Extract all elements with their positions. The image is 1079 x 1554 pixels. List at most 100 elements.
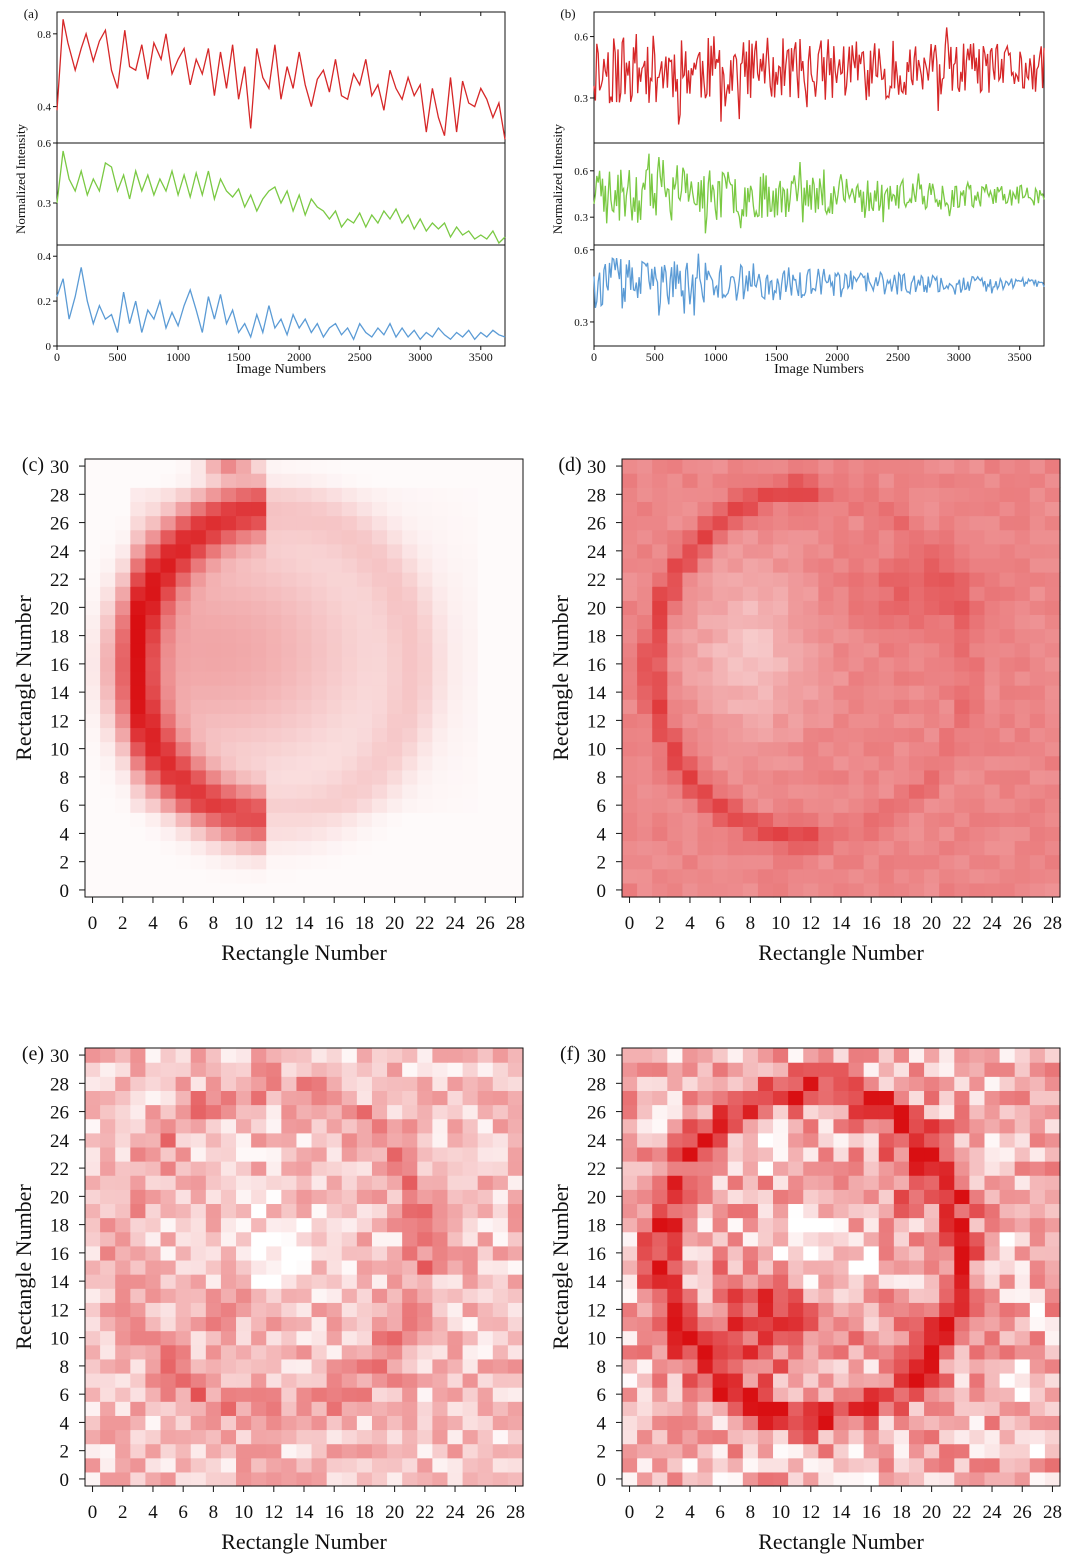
heatmap-cell	[492, 459, 509, 474]
heatmap-cell	[326, 1175, 343, 1190]
heatmap-cell	[251, 826, 267, 842]
heatmap-cell	[969, 1288, 986, 1303]
heatmap-cell	[954, 557, 970, 573]
heatmap-cell	[984, 1118, 1001, 1134]
heatmap-cell	[1044, 1429, 1061, 1445]
heatmap-cell	[999, 798, 1016, 813]
heatmap-cell	[402, 755, 418, 771]
heatmap-cell	[190, 1203, 207, 1219]
heatmap-cell	[652, 1118, 668, 1134]
heatmap-cell	[356, 1471, 373, 1487]
heatmap-cell	[85, 1048, 101, 1063]
heatmap-cell	[1014, 515, 1031, 531]
heatmap-cell	[326, 868, 343, 884]
y-tick-label: 28	[50, 485, 69, 506]
y-tick-label: 26	[50, 514, 69, 535]
heatmap-cell	[145, 1048, 162, 1063]
heatmap-cell	[788, 1457, 804, 1473]
heatmap-cell	[984, 557, 1001, 573]
heatmap-cell	[893, 1231, 910, 1247]
heatmap-cell	[969, 812, 986, 827]
heatmap-cell	[115, 572, 131, 587]
heatmap-cell	[387, 840, 403, 856]
heatmap-cell	[1029, 1288, 1046, 1303]
heatmap-cell	[85, 783, 101, 799]
heatmap-cell	[417, 572, 433, 587]
x-tick-label: 18	[355, 913, 374, 934]
heatmap-cell	[652, 727, 668, 743]
heatmap-cell	[954, 529, 970, 545]
heatmap-cell	[387, 459, 403, 474]
heatmap-cell	[803, 812, 819, 827]
heatmap-cell	[712, 1401, 729, 1416]
heatmap-cell	[924, 1358, 940, 1374]
heatmap-cell	[954, 699, 970, 714]
heatmap-cell	[281, 473, 298, 488]
heatmap-cell	[356, 727, 373, 743]
heatmap-cell	[818, 882, 835, 898]
heatmap-cell	[462, 868, 479, 884]
heatmap-cell	[326, 656, 343, 672]
heatmap-cell	[908, 572, 925, 587]
heatmap-cell	[622, 755, 638, 771]
heatmap-cell	[788, 1245, 804, 1261]
heatmap-cell	[356, 783, 373, 799]
heatmap-cell	[266, 1048, 282, 1063]
heatmap-cell	[637, 1288, 653, 1303]
heatmap-cell	[999, 1443, 1016, 1459]
heatmap-cell	[266, 769, 282, 785]
heatmap-cell	[281, 515, 298, 531]
y-tick-label: 10	[587, 1329, 606, 1350]
heatmap-cell	[417, 1161, 433, 1176]
heatmap-cell	[205, 600, 222, 616]
heatmap-cell	[205, 586, 222, 601]
heatmap-cell	[492, 1457, 509, 1473]
heatmap-cell	[1044, 769, 1061, 785]
heatmap-cell	[682, 769, 699, 785]
heatmap-cell	[236, 600, 252, 616]
heatmap-cell	[697, 826, 714, 842]
y-tick-label: 14	[50, 1272, 70, 1293]
heatmap-cell	[1044, 741, 1061, 757]
heatmap-cell	[507, 783, 524, 799]
heatmap-cell	[742, 1090, 759, 1106]
heatmap-cell	[220, 1288, 237, 1303]
heatmap-cell	[893, 1344, 910, 1360]
heatmap-cell	[939, 755, 955, 771]
heatmap-cell	[622, 1118, 638, 1134]
heatmap-cell	[924, 1302, 940, 1318]
heatmap-cell	[115, 685, 131, 700]
heatmap-cell	[757, 515, 774, 531]
heatmap-cell	[788, 755, 804, 771]
heatmap-cell	[507, 501, 524, 517]
heatmap-cell	[727, 1429, 744, 1445]
heatmap-cell	[266, 572, 282, 587]
heatmap-cell	[205, 501, 222, 517]
heatmap-cell	[220, 473, 237, 488]
y-tick-label: 0.6	[574, 166, 588, 178]
heatmap-cell	[622, 1358, 638, 1374]
heatmap-cell	[667, 1358, 684, 1374]
heatmap-cell	[447, 783, 464, 799]
heatmap-cell	[507, 670, 524, 686]
heatmap-cell	[190, 543, 207, 559]
heatmap-cell	[175, 1259, 192, 1275]
heatmap-cell	[682, 1048, 699, 1063]
heatmap-cell	[311, 1245, 328, 1261]
heatmap-cell	[1029, 699, 1046, 714]
heatmap-cell	[477, 1316, 494, 1332]
heatmap-cell	[878, 713, 895, 729]
heatmap-cell	[712, 529, 729, 545]
heatmap-cell	[371, 656, 388, 672]
heatmap-cell	[432, 1048, 449, 1063]
heatmap-cell	[356, 501, 373, 517]
heatmap-cell	[682, 1429, 699, 1445]
heatmap-cell	[954, 656, 970, 672]
heatmap-cell	[100, 1231, 116, 1247]
heatmap-cell	[803, 1358, 819, 1374]
heatmap-cell	[622, 1429, 638, 1445]
heatmap-cell	[130, 1161, 147, 1176]
heatmap-cell	[281, 572, 298, 587]
heatmap-cell	[236, 586, 252, 601]
heatmap-cell	[477, 1217, 494, 1233]
